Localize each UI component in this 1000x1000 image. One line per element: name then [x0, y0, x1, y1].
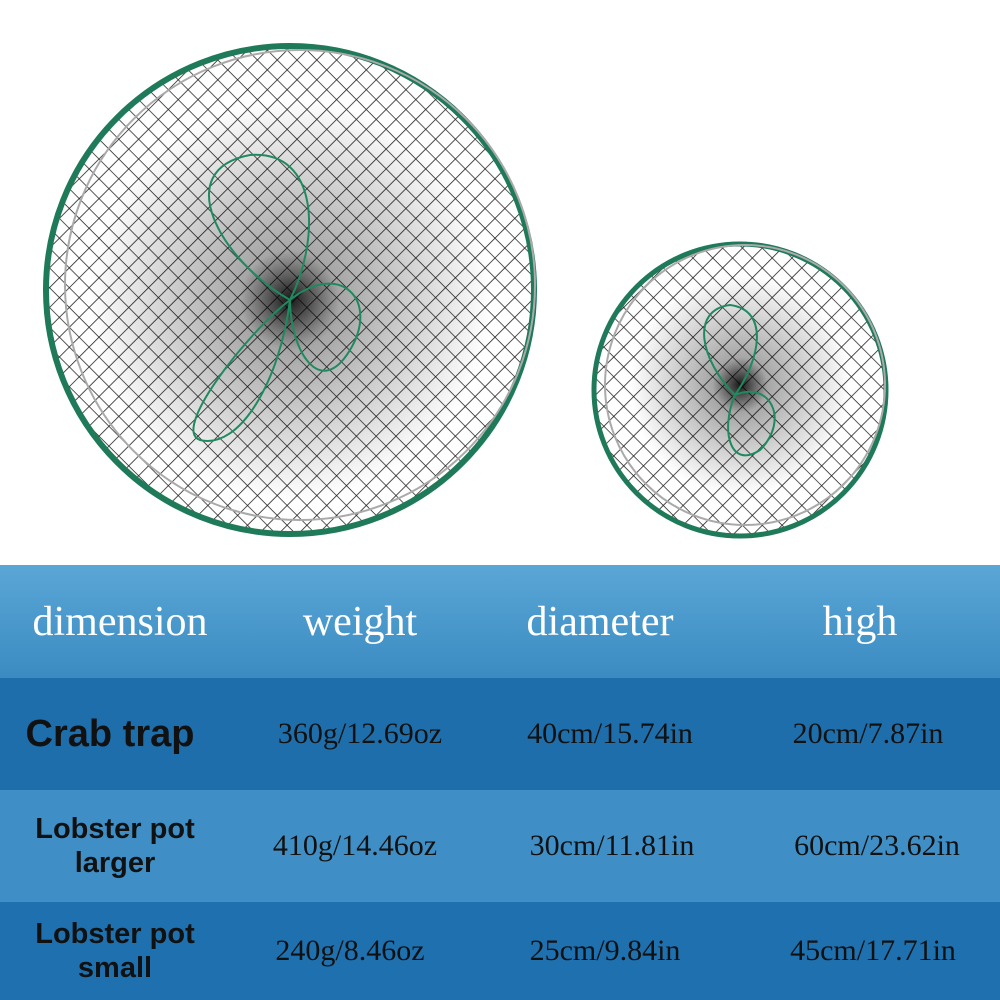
- row-label: Crab trap: [25, 713, 195, 755]
- product-photo: [43, 43, 889, 539]
- table-cell: 25cm/9.84in: [529, 934, 681, 967]
- table-cell: 30cm/11.81in: [529, 829, 695, 862]
- table-cell: 40cm/15.74in: [527, 717, 693, 750]
- lobster-pot-net: [591, 241, 889, 539]
- table-cell: 410g/14.46oz: [272, 829, 438, 862]
- table-row: Lobster pot larger 410g/14.46oz 30cm/11.…: [0, 790, 1000, 902]
- header-cell: weight: [302, 598, 418, 645]
- crab-trap-net: [43, 43, 537, 537]
- table-row: Crab trap 360g/12.69oz 40cm/15.74in 20cm…: [0, 678, 1000, 790]
- header-cell: diameter: [526, 598, 674, 645]
- table-cell: 45cm/17.71in: [790, 934, 956, 967]
- table-cell: 20cm/7.87in: [792, 717, 944, 750]
- header-row: dimension weight diameter high: [0, 565, 1000, 678]
- spec-table: dimension weight diameter high Crab trap…: [0, 565, 1000, 1000]
- header-cell: high: [822, 598, 898, 645]
- table-cell: 60cm/23.62in: [794, 829, 960, 862]
- table-cell: 240g/8.46oz: [275, 934, 425, 967]
- header-cell: dimension: [32, 598, 208, 645]
- table-cell: 360g/12.69oz: [277, 717, 443, 750]
- row-label: Lobster pot small: [35, 918, 195, 984]
- row-label: Lobster pot larger: [35, 813, 195, 879]
- table-row: Lobster pot small 240g/8.46oz 25cm/9.84i…: [0, 902, 1000, 1000]
